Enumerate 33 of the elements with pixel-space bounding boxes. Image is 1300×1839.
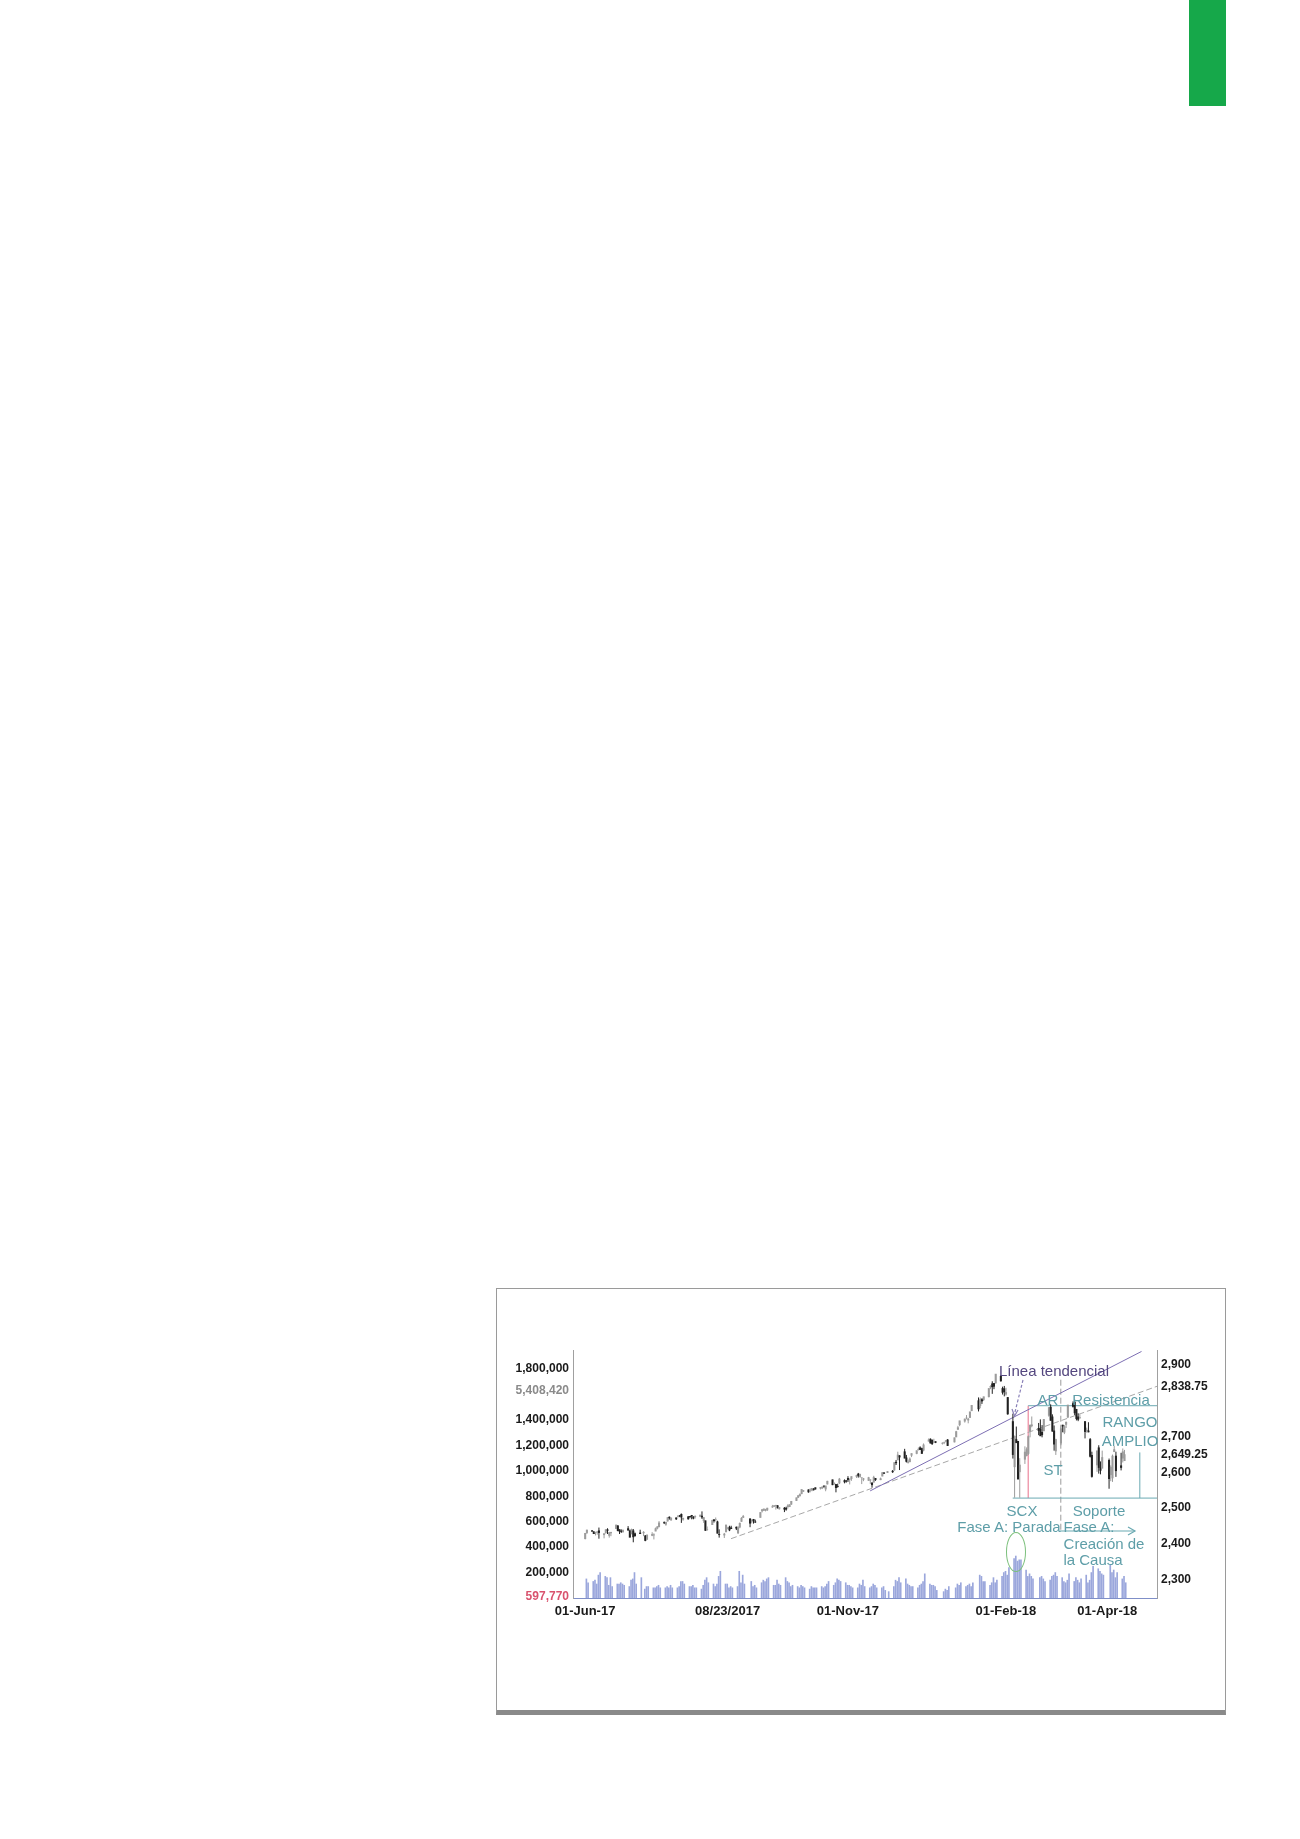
y-tick-label: 2,300: [1161, 1572, 1192, 1587]
x-tick-label: 08/23/2017: [695, 1603, 761, 1619]
y-tick-label: 2,649.25: [1161, 1446, 1209, 1461]
y-tick-label: 2,900: [1161, 1356, 1192, 1371]
annotation: Fase A: Parada: [957, 1518, 1061, 1535]
annotation: Línea tendencial: [998, 1362, 1110, 1379]
y2-tick-label: 800,000: [525, 1488, 570, 1503]
text: 597,770: [525, 1589, 569, 1603]
annotation: Soporte: [1072, 1502, 1126, 1519]
y2-tick-label: 600,000: [525, 1514, 570, 1528]
y-tick-label: 2,600: [1161, 1464, 1192, 1479]
text: 5,408,420: [515, 1383, 569, 1397]
x-tick-label: 01-Nov-17: [816, 1603, 879, 1619]
y2-tick-label: 400,000: [525, 1539, 570, 1554]
y2-tick-label: 200,000: [525, 1564, 570, 1579]
y-tick-label: 2,400: [1161, 1536, 1192, 1551]
x-tick-label: 01-Apr-18: [1077, 1603, 1138, 1619]
y2-tick-label: 1,200,000: [515, 1437, 570, 1452]
x-tick-label: 01-Feb-18: [975, 1603, 1037, 1619]
x-tick-label: 01-Jun-17: [554, 1603, 616, 1619]
y-tick-label: 2,700: [1161, 1428, 1192, 1443]
y-tick-label: 2,838.75: [1161, 1378, 1209, 1393]
annotation: ST: [1043, 1461, 1063, 1478]
annotation: Creación de: [1063, 1535, 1145, 1552]
annotation: RANGO: [1102, 1413, 1158, 1430]
y-tick-label: 2,500: [1161, 1500, 1192, 1515]
y2-tick-label: 1,800,000: [515, 1361, 570, 1376]
annotation: Fase A:: [1063, 1518, 1115, 1535]
y2-tick-label: 1,400,000: [515, 1412, 570, 1427]
annotation: SCX: [1006, 1502, 1038, 1519]
annotation: Resistencia: [1072, 1391, 1150, 1408]
annotation: la Causa: [1063, 1551, 1123, 1568]
y2-tick-label: 1,000,000: [515, 1463, 570, 1478]
